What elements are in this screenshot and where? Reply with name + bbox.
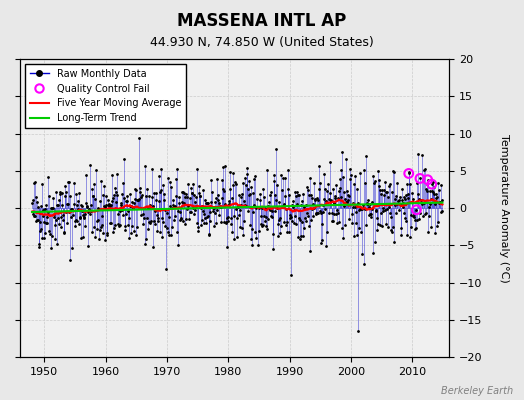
Point bbox=[428, 181, 436, 187]
Point bbox=[423, 176, 432, 183]
Text: 44.930 N, 74.850 W (United States): 44.930 N, 74.850 W (United States) bbox=[150, 36, 374, 49]
Text: MASSENA INTL AP: MASSENA INTL AP bbox=[178, 12, 346, 30]
Text: Berkeley Earth: Berkeley Earth bbox=[441, 386, 514, 396]
Y-axis label: Temperature Anomaly (°C): Temperature Anomaly (°C) bbox=[499, 134, 509, 282]
Point bbox=[416, 175, 424, 182]
Point bbox=[412, 206, 421, 213]
Legend: Raw Monthly Data, Quality Control Fail, Five Year Moving Average, Long-Term Tren: Raw Monthly Data, Quality Control Fail, … bbox=[25, 64, 186, 128]
Point bbox=[405, 170, 413, 177]
